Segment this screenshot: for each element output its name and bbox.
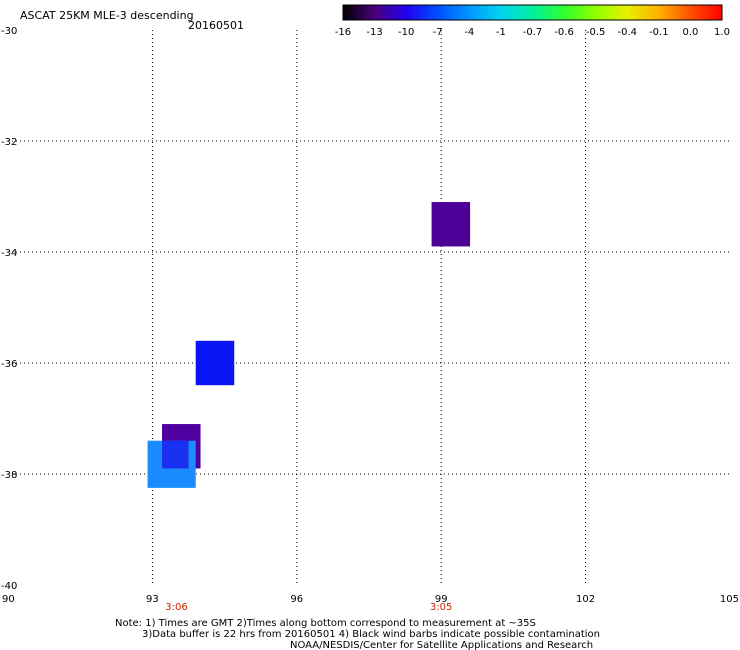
data-cell bbox=[431, 202, 471, 247]
colorbar-label: -4 bbox=[464, 27, 474, 38]
y-tick-label: -30 bbox=[1, 26, 17, 37]
x-tick-label: 105 bbox=[720, 594, 739, 605]
x-tick-label: 99 bbox=[435, 594, 448, 605]
colorbar-label: -10 bbox=[398, 27, 414, 38]
x-tick-label: 96 bbox=[290, 594, 303, 605]
y-tick-label: -40 bbox=[1, 581, 17, 592]
data-cells bbox=[147, 202, 471, 488]
colorbar-label: -13 bbox=[366, 27, 382, 38]
note-line-1: Note: 1) Times are GMT 2)Times along bot… bbox=[115, 618, 536, 629]
time-label: 3:06 bbox=[165, 602, 187, 613]
colorbar-label: -1 bbox=[496, 27, 506, 38]
colorbar-bar bbox=[342, 4, 723, 21]
colorbar-label: -0.6 bbox=[554, 27, 574, 38]
colorbar-label: -0.1 bbox=[649, 27, 669, 38]
colorbar-label: 0.0 bbox=[682, 27, 698, 38]
chart-title: ASCAT 25KM MLE-3 descending bbox=[20, 9, 194, 22]
time-labels: 3:06 3:05 bbox=[165, 602, 452, 613]
x-tick-label: 93 bbox=[146, 594, 159, 605]
colorbar-label: -0.5 bbox=[586, 27, 606, 38]
y-tick-label: -32 bbox=[1, 137, 17, 148]
x-tick-label: 102 bbox=[576, 594, 595, 605]
colorbar-label: 1.0 bbox=[714, 27, 730, 38]
data-cell bbox=[195, 340, 235, 386]
x-tick-label: 90 bbox=[2, 594, 15, 605]
grid-lines bbox=[8, 30, 730, 585]
colorbar-label: -0.7 bbox=[523, 27, 543, 38]
y-tick-label: -36 bbox=[1, 359, 17, 370]
time-label: 3:05 bbox=[430, 602, 452, 613]
colorbar: -16 -13 -10 -7 -4 -1 -0.7 -0.6 -0.5 -0.4 -0.1 0.0 1.… bbox=[335, 4, 730, 38]
chart-date: 20160501 bbox=[188, 19, 244, 32]
colorbar-label: -0.4 bbox=[617, 27, 637, 38]
y-tick-label: -34 bbox=[1, 248, 17, 259]
colorbar-label: -16 bbox=[335, 27, 351, 38]
axis-tick-labels: 90 93 96 99 102 105 -30 -32 -34 -36 -38 -40 bbox=[1, 26, 739, 605]
colorbar-label: -7 bbox=[433, 27, 443, 38]
note-line-3: NOAA/NESDIS/Center for Satellite Applica… bbox=[290, 640, 593, 650]
y-tick-label: -38 bbox=[1, 470, 17, 481]
note-line-2: 3)Data buffer is 22 hrs from 20160501 4)… bbox=[142, 629, 600, 640]
data-cell bbox=[162, 440, 189, 469]
